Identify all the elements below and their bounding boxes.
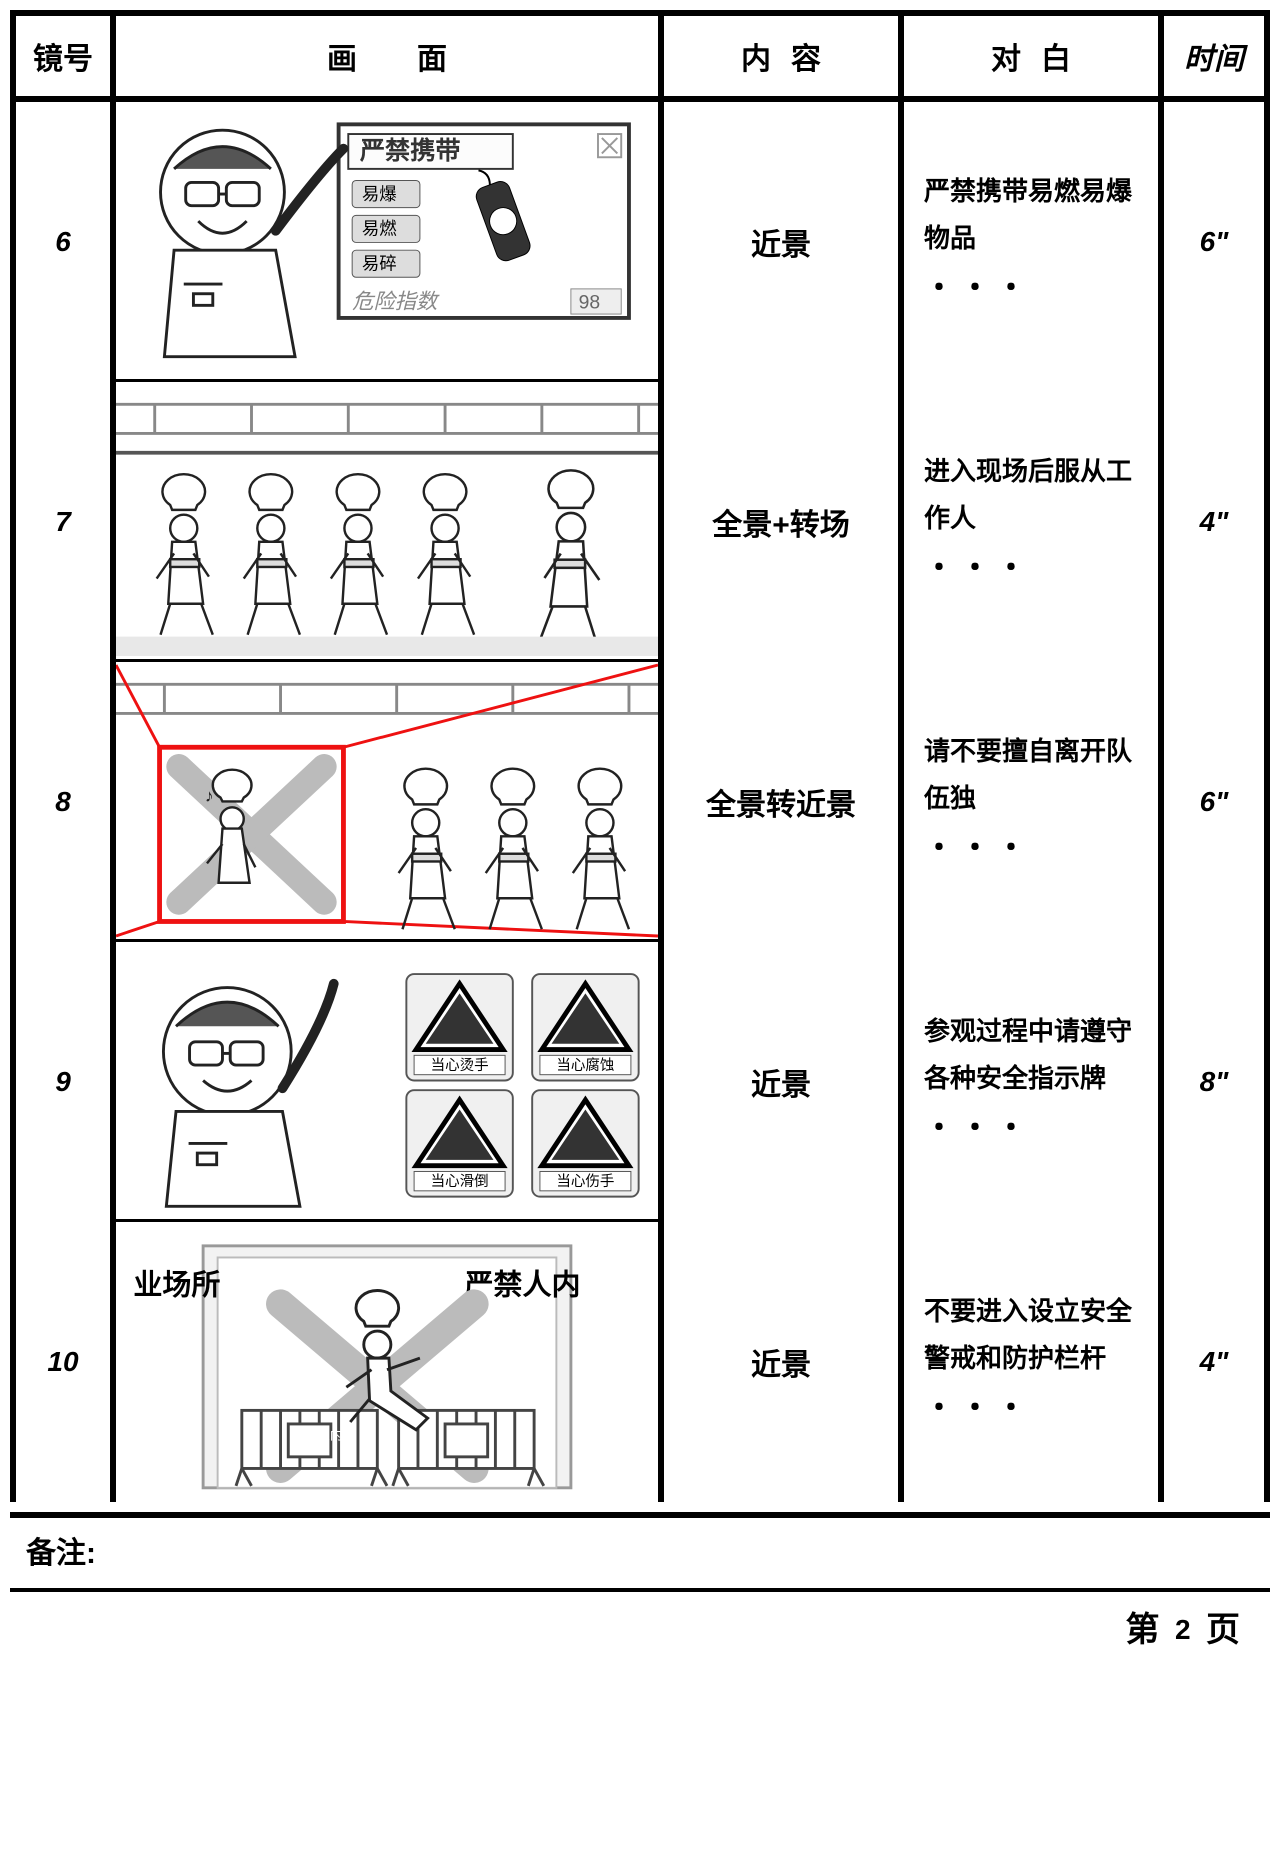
panel-9: 当心烫手 当心腐蚀 当心滑倒 当心伤手 xyxy=(116,942,658,1222)
dialog-cell: 不要进入设立安全警戒和防护栏杆・・・ xyxy=(904,1222,1158,1502)
time-cell: 4" xyxy=(1164,1222,1264,1502)
panel-7 xyxy=(116,382,658,662)
shot-num: 10 xyxy=(16,1222,110,1502)
picture-column: 严禁携带 易爆 易燃 易碎 xyxy=(116,102,664,1502)
svg-text:98: 98 xyxy=(579,291,601,313)
svg-text:当心烫手: 当心烫手 xyxy=(431,1057,489,1074)
shot-column: 6 7 8 9 10 xyxy=(16,102,116,1502)
notes-label: 备注: xyxy=(10,1518,1270,1592)
storyboard-page: 镜号 画面 内容 对白 时间 6 7 8 9 10 严禁携带 xyxy=(10,10,1270,1502)
page-number: 第 2 页 xyxy=(10,1592,1270,1661)
content-cell: 近景 xyxy=(664,942,898,1222)
panel-6: 严禁携带 易爆 易燃 易碎 xyxy=(116,102,658,382)
time-cell: 8" xyxy=(1164,942,1264,1222)
header-time: 时间 xyxy=(1164,16,1264,96)
svg-text:当心伤手: 当心伤手 xyxy=(556,1173,614,1190)
panel-8: ♪ xyxy=(116,662,658,942)
svg-text:当心滑倒: 当心滑倒 xyxy=(431,1173,489,1190)
svg-text:易燃: 易燃 xyxy=(362,219,397,239)
svg-text:当心腐蚀: 当心腐蚀 xyxy=(556,1056,614,1074)
svg-text:业场所: 业场所 xyxy=(133,1268,220,1301)
table-header: 镜号 画面 内容 对白 时间 xyxy=(16,16,1264,102)
shot-num: 9 xyxy=(16,942,110,1222)
table-body: 6 7 8 9 10 严禁携带 易爆 xyxy=(16,102,1264,1502)
shot-num: 7 xyxy=(16,382,110,662)
svg-text:入内: 入内 xyxy=(449,1442,474,1456)
dialog-column: 严禁携带易燃易爆物品・・・ 进入现场后服从工作人・・・ 请不要擅自离开队伍独・・… xyxy=(904,102,1164,1502)
header-shot: 镜号 xyxy=(16,16,116,96)
shot-num: 8 xyxy=(16,662,110,942)
shot-num: 6 xyxy=(16,102,110,382)
time-cell: 6" xyxy=(1164,102,1264,382)
header-picture: 画面 xyxy=(116,16,664,96)
svg-text:严禁入内: 严禁入内 xyxy=(292,1428,342,1442)
dialog-cell: 参观过程中请遵守各种安全指示牌・・・ xyxy=(904,942,1158,1222)
panel-10: 业场所 严禁人内 xyxy=(116,1222,658,1502)
content-cell: 全景+转场 xyxy=(664,382,898,662)
svg-text:♪: ♪ xyxy=(205,785,214,805)
svg-text:严禁: 严禁 xyxy=(449,1428,475,1442)
content-cell: 全景转近景 xyxy=(664,662,898,942)
page-footer: 备注: 第 2 页 xyxy=(10,1512,1270,1661)
time-column: 6" 4" 6" 8" 4" xyxy=(1164,102,1264,1502)
dialog-cell: 请不要擅自离开队伍独・・・ xyxy=(904,662,1158,942)
dialog-cell: 进入现场后服从工作人・・・ xyxy=(904,382,1158,662)
svg-text:危险指数: 危险指数 xyxy=(352,289,440,313)
svg-text:易碎: 易碎 xyxy=(362,254,397,274)
content-cell: 近景 xyxy=(664,102,898,382)
content-cell: 近景 xyxy=(664,1222,898,1502)
svg-text:入内: 入内 xyxy=(292,1442,317,1456)
header-dialog: 对白 xyxy=(904,16,1164,96)
dialog-cell: 严禁携带易燃易爆物品・・・ xyxy=(904,102,1158,382)
board-title: 严禁携带 xyxy=(360,136,461,165)
time-cell: 4" xyxy=(1164,382,1264,662)
time-cell: 6" xyxy=(1164,662,1264,942)
header-content: 内容 xyxy=(664,16,904,96)
content-column: 近景 全景+转场 全景转近景 近景 近景 xyxy=(664,102,904,1502)
svg-text:易爆: 易爆 xyxy=(362,184,397,204)
